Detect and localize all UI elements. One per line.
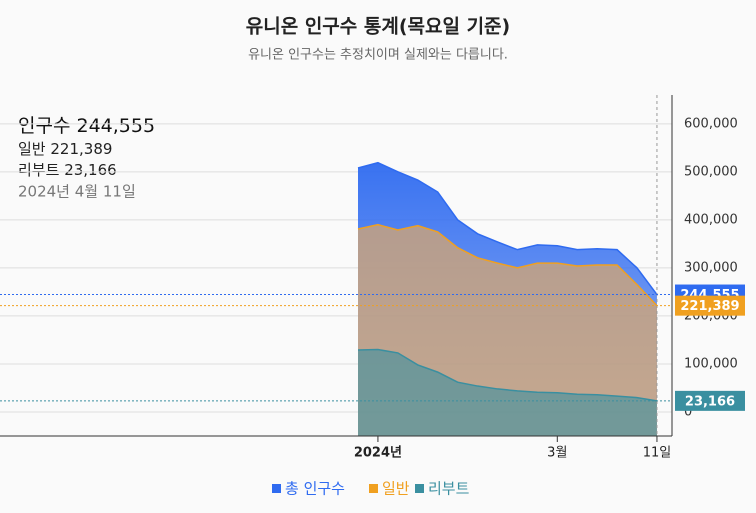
legend-label: 총 인구수: [285, 480, 345, 498]
value-label-box: [675, 295, 745, 316]
info-reboot-label: 리부트: [18, 161, 60, 179]
y-tick-label: 0: [684, 404, 692, 419]
y-tick-label: 400,000: [684, 212, 738, 227]
line: [357, 161, 658, 295]
legend-swatch: [272, 484, 281, 493]
x-tick-label: 2024년: [354, 446, 402, 461]
chart-subtitle: 유니온 인구수는 추정치이며 실제와는 다릅니다.: [248, 48, 508, 63]
value-label: 221,389: [680, 299, 739, 314]
info-reboot-value: 23,166: [64, 161, 117, 179]
info-general-value: 221,389: [50, 140, 112, 158]
info-total-label: 인구수: [18, 115, 70, 137]
info-general: 일반 221,389: [18, 140, 112, 158]
chart-title: 유니온 인구수 통계(목요일 기준): [246, 16, 510, 38]
info: 인구수 244,555 일반 221,389 리부트 23,166 2024년 …: [0, 115, 672, 436]
info-reboot: 리부트 23,166: [18, 161, 117, 179]
info-total-value: 244,555: [77, 115, 156, 137]
y-tick-label: 300,000: [684, 260, 738, 275]
area: [358, 349, 657, 436]
line: [357, 348, 658, 402]
info-total: 인구수 244,555: [18, 115, 155, 137]
legend-swatch: [369, 484, 378, 493]
y-tick-label: 600,000: [684, 116, 738, 131]
x-tick-label: 11일: [643, 446, 672, 461]
info-date: 2024년 4월 11일: [18, 183, 136, 201]
info-general-label: 일반: [18, 140, 46, 158]
y-tick-label: 100,000: [684, 356, 738, 371]
value-label: 23,166: [685, 394, 735, 409]
legend-swatch: [415, 484, 424, 493]
legend-label: 리부트: [428, 480, 470, 498]
y-tick-label: 500,000: [684, 164, 738, 179]
legend-label: 일반: [382, 480, 410, 498]
x-tick-label: 3월: [547, 446, 567, 461]
line: [357, 223, 658, 307]
value-label-box: [675, 390, 745, 411]
